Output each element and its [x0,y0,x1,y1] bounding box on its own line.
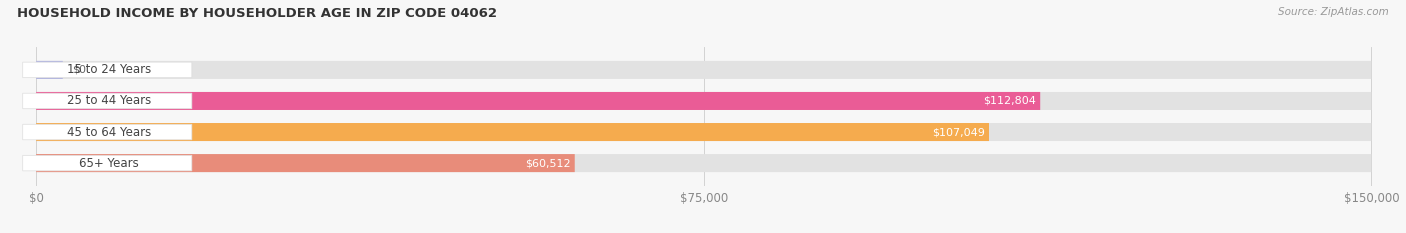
Text: 25 to 44 Years: 25 to 44 Years [67,94,152,107]
FancyBboxPatch shape [37,123,988,141]
FancyBboxPatch shape [37,61,1371,79]
Text: 65+ Years: 65+ Years [79,157,139,170]
Text: Source: ZipAtlas.com: Source: ZipAtlas.com [1278,7,1389,17]
Text: 45 to 64 Years: 45 to 64 Years [67,126,152,139]
Text: $112,804: $112,804 [983,96,1036,106]
FancyBboxPatch shape [22,62,191,78]
FancyBboxPatch shape [37,61,63,79]
FancyBboxPatch shape [37,154,1371,172]
FancyBboxPatch shape [22,93,191,109]
Text: $107,049: $107,049 [932,127,984,137]
Text: HOUSEHOLD INCOME BY HOUSEHOLDER AGE IN ZIP CODE 04062: HOUSEHOLD INCOME BY HOUSEHOLDER AGE IN Z… [17,7,496,20]
Text: 15 to 24 Years: 15 to 24 Years [67,63,152,76]
FancyBboxPatch shape [37,154,575,172]
FancyBboxPatch shape [37,92,1040,110]
Text: $0: $0 [72,65,86,75]
FancyBboxPatch shape [22,155,191,171]
FancyBboxPatch shape [22,124,191,140]
FancyBboxPatch shape [37,123,1371,141]
Text: $60,512: $60,512 [524,158,571,168]
FancyBboxPatch shape [37,92,1371,110]
